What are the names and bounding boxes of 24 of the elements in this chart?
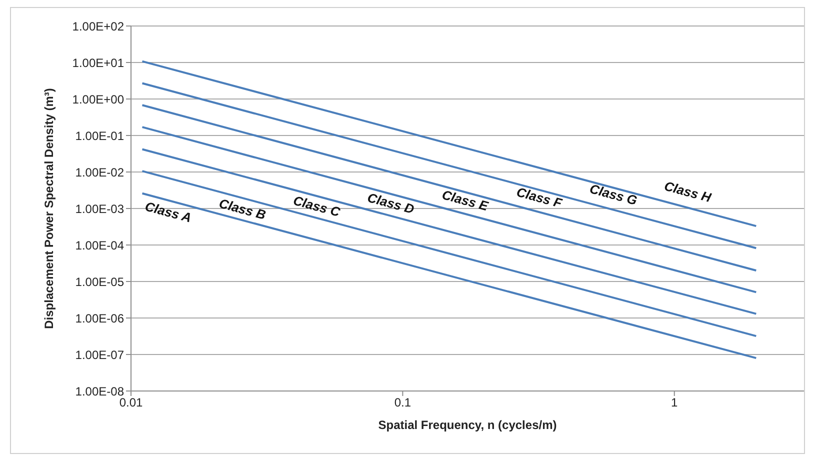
y-tick-label: 1.00E+01 xyxy=(72,56,124,70)
annotation: Class C xyxy=(292,192,342,220)
y-axis-title: Displacement Power Spectral Density (m³) xyxy=(42,88,56,329)
y-tick-label: 1.00E-02 xyxy=(75,165,124,180)
y-tick-label: 1.00E-05 xyxy=(75,274,124,289)
annotation: Class F xyxy=(514,184,565,211)
annotation: Class H xyxy=(662,178,714,206)
y-tick-label: 1.00E-06 xyxy=(75,311,124,326)
y-tick-label: 1.00E-01 xyxy=(75,128,124,143)
y-tick-label: 1.00E-07 xyxy=(75,348,124,362)
y-tick-label: 1.00E-04 xyxy=(75,238,124,252)
x-tick-label: 0.01 xyxy=(119,396,143,410)
annotation: Class E xyxy=(440,187,490,214)
x-axis-title: Spatial Frequency, n (cycles/m) xyxy=(378,418,557,432)
annotation: Class D xyxy=(366,190,416,217)
x-tick-label: 1 xyxy=(671,396,678,410)
annotation: Class A xyxy=(144,198,194,226)
annotation: Class G xyxy=(588,181,639,208)
y-tick-label: 1.00E-03 xyxy=(75,202,124,216)
y-tick-label: 1.00E+00 xyxy=(72,92,124,106)
y-tick-label: 1.00E+02 xyxy=(72,19,124,34)
y-tick-label: 1.00E-08 xyxy=(75,384,124,398)
x-tick-label: 0.1 xyxy=(394,396,412,410)
annotation: Class B xyxy=(217,196,268,222)
